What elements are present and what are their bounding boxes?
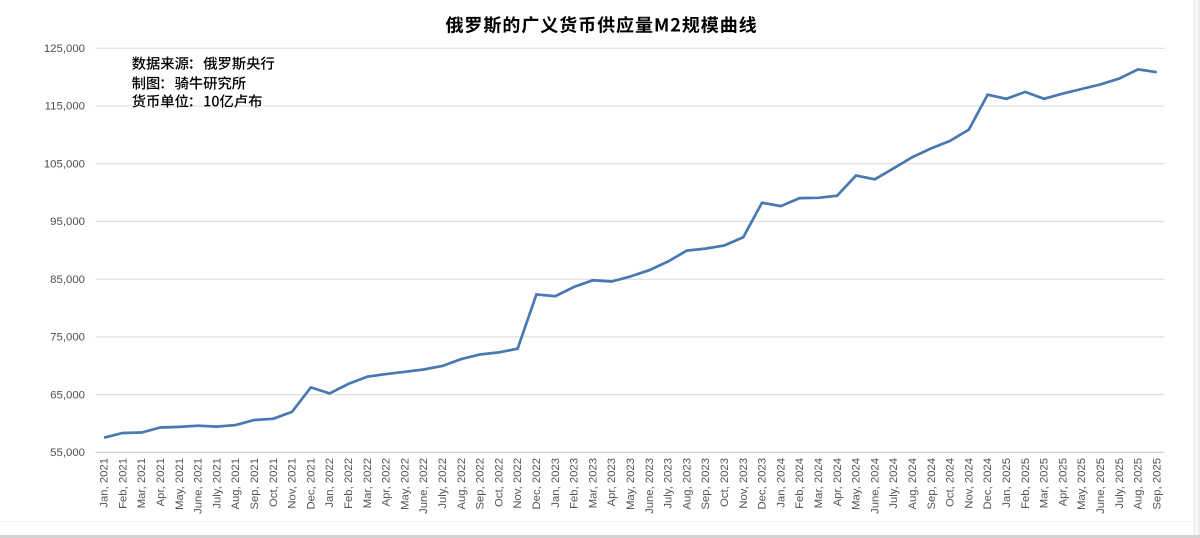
svg-text:Jan, 2025: Jan, 2025 (1001, 458, 1013, 508)
svg-text:Sep, 2022: Sep, 2022 (475, 458, 487, 510)
svg-text:May, 2021: May, 2021 (174, 458, 186, 510)
svg-text:June, 2023: June, 2023 (644, 458, 656, 514)
svg-text:July, 2022: July, 2022 (437, 458, 449, 509)
svg-text:Apr, 2024: Apr, 2024 (832, 458, 844, 506)
svg-text:Sep, 2021: Sep, 2021 (249, 458, 261, 510)
svg-text:Nov, 2023: Nov, 2023 (738, 458, 750, 509)
svg-text:May, 2023: May, 2023 (625, 458, 637, 510)
svg-text:Jan, 2021: Jan, 2021 (99, 458, 111, 508)
svg-text:Nov, 2021: Nov, 2021 (287, 458, 299, 509)
svg-text:Aug, 2024: Aug, 2024 (907, 458, 919, 510)
svg-text:Mar, 2024: Mar, 2024 (813, 458, 825, 508)
svg-text:Jan, 2024: Jan, 2024 (775, 458, 787, 508)
svg-text:Mar, 2023: Mar, 2023 (587, 458, 599, 508)
svg-text:Dec, 2023: Dec, 2023 (757, 458, 769, 510)
svg-text:Dec, 2024: Dec, 2024 (982, 458, 994, 510)
svg-text:Mar, 2025: Mar, 2025 (1039, 458, 1051, 508)
svg-text:Feb, 2024: Feb, 2024 (794, 458, 806, 509)
svg-text:Sep, 2025: Sep, 2025 (1151, 458, 1163, 510)
svg-text:Aug, 2023: Aug, 2023 (681, 458, 693, 510)
svg-text:Apr, 2025: Apr, 2025 (1057, 458, 1069, 506)
svg-text:Aug, 2021: Aug, 2021 (230, 458, 242, 510)
svg-text:Feb, 2022: Feb, 2022 (343, 458, 355, 509)
svg-text:Aug, 2022: Aug, 2022 (456, 458, 468, 510)
svg-text:55,000: 55,000 (50, 447, 85, 459)
svg-text:July, 2021: July, 2021 (211, 458, 223, 509)
svg-text:June, 2021: June, 2021 (193, 458, 205, 514)
svg-text:Oct, 2023: Oct, 2023 (719, 458, 731, 507)
svg-text:65,000: 65,000 (50, 389, 85, 401)
svg-text:115,000: 115,000 (45, 101, 85, 113)
svg-text:Sep, 2024: Sep, 2024 (926, 458, 938, 510)
svg-text:May, 2022: May, 2022 (399, 458, 411, 510)
svg-text:Dec, 2022: Dec, 2022 (531, 458, 543, 510)
svg-text:June, 2022: June, 2022 (418, 458, 430, 514)
svg-text:July, 2023: July, 2023 (663, 458, 675, 509)
svg-text:July, 2024: July, 2024 (888, 458, 900, 509)
svg-text:May, 2024: May, 2024 (851, 458, 863, 510)
svg-text:June, 2024: June, 2024 (869, 458, 881, 514)
svg-text:Mar, 2021: Mar, 2021 (136, 458, 148, 508)
svg-text:95,000: 95,000 (50, 216, 85, 228)
svg-text:Nov, 2024: Nov, 2024 (963, 458, 975, 509)
svg-text:Apr, 2021: Apr, 2021 (155, 458, 167, 506)
svg-text:Apr, 2022: Apr, 2022 (381, 458, 393, 506)
svg-text:May, 2025: May, 2025 (1076, 458, 1088, 510)
svg-text:Oct, 2024: Oct, 2024 (945, 458, 957, 507)
svg-text:Feb, 2023: Feb, 2023 (569, 458, 581, 509)
svg-text:Dec, 2021: Dec, 2021 (305, 458, 317, 510)
svg-text:Jan, 2023: Jan, 2023 (550, 458, 562, 508)
svg-text:Jan, 2022: Jan, 2022 (324, 458, 336, 508)
svg-text:Oct, 2022: Oct, 2022 (493, 458, 505, 507)
svg-text:Nov, 2022: Nov, 2022 (512, 458, 524, 509)
svg-text:125,000: 125,000 (44, 43, 85, 55)
svg-text:Feb, 2025: Feb, 2025 (1020, 458, 1032, 509)
svg-text:July, 2025: July, 2025 (1114, 458, 1126, 509)
svg-text:Apr, 2023: Apr, 2023 (606, 458, 618, 506)
svg-text:Feb, 2021: Feb, 2021 (117, 458, 129, 509)
svg-text:75,000: 75,000 (50, 332, 85, 344)
svg-text:Sep, 2023: Sep, 2023 (700, 458, 712, 510)
svg-text:85,000: 85,000 (50, 274, 85, 286)
svg-text:Mar, 2022: Mar, 2022 (362, 458, 374, 508)
svg-text:105,000: 105,000 (44, 158, 85, 170)
svg-text:Oct, 2021: Oct, 2021 (268, 458, 280, 507)
svg-text:June, 2025: June, 2025 (1095, 458, 1107, 514)
svg-text:Aug, 2025: Aug, 2025 (1133, 458, 1145, 510)
